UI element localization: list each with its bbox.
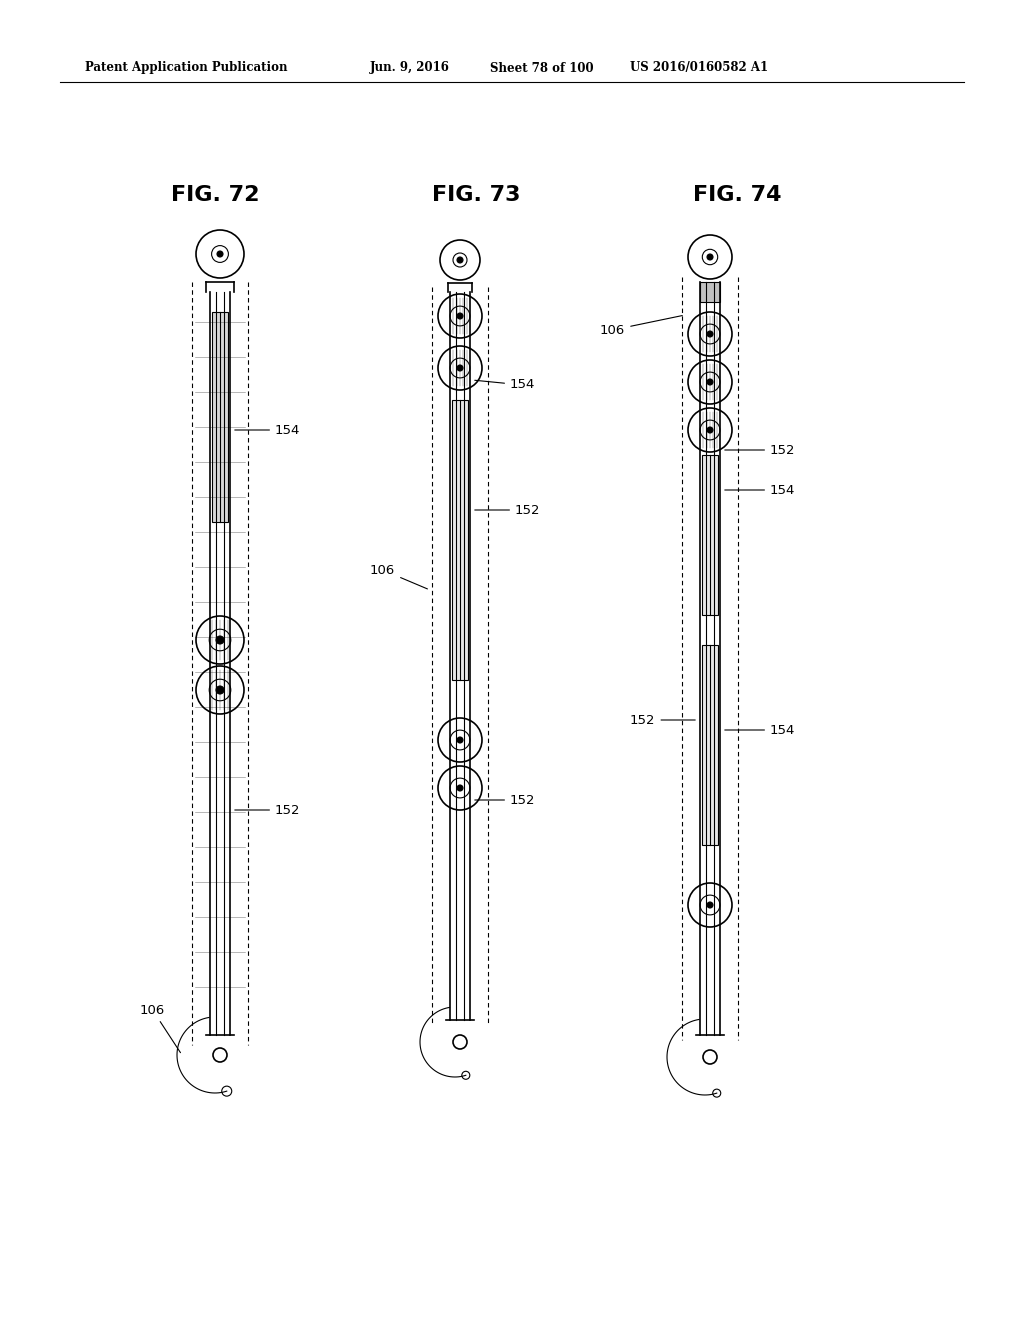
Circle shape (707, 379, 713, 385)
FancyBboxPatch shape (702, 645, 718, 845)
Circle shape (216, 636, 224, 644)
FancyBboxPatch shape (452, 400, 468, 680)
Text: 152: 152 (234, 804, 300, 817)
Circle shape (707, 902, 713, 908)
Circle shape (217, 251, 223, 257)
Text: US 2016/0160582 A1: US 2016/0160582 A1 (630, 62, 768, 74)
Text: 152: 152 (475, 503, 541, 516)
Circle shape (457, 257, 463, 263)
FancyBboxPatch shape (700, 282, 720, 302)
Circle shape (457, 313, 463, 319)
Text: FIG. 74: FIG. 74 (693, 185, 781, 205)
Text: Patent Application Publication: Patent Application Publication (85, 62, 288, 74)
FancyBboxPatch shape (212, 312, 228, 521)
Circle shape (457, 366, 463, 371)
Text: FIG. 73: FIG. 73 (432, 185, 520, 205)
Text: 154: 154 (234, 424, 300, 437)
Text: Sheet 78 of 100: Sheet 78 of 100 (490, 62, 594, 74)
Circle shape (707, 426, 713, 433)
Circle shape (457, 737, 463, 743)
Text: 154: 154 (475, 379, 536, 392)
Circle shape (707, 253, 713, 260)
Text: 152: 152 (475, 793, 536, 807)
Text: 106: 106 (370, 564, 427, 589)
FancyBboxPatch shape (702, 455, 718, 615)
Text: Jun. 9, 2016: Jun. 9, 2016 (370, 62, 450, 74)
Text: 152: 152 (630, 714, 695, 726)
Circle shape (216, 686, 224, 694)
Text: FIG. 72: FIG. 72 (171, 185, 259, 205)
Circle shape (457, 785, 463, 791)
Text: 154: 154 (725, 483, 796, 496)
Text: 106: 106 (140, 1003, 180, 1052)
Text: 154: 154 (725, 723, 796, 737)
Circle shape (707, 331, 713, 337)
Text: 152: 152 (725, 444, 796, 457)
Text: 106: 106 (600, 315, 682, 337)
